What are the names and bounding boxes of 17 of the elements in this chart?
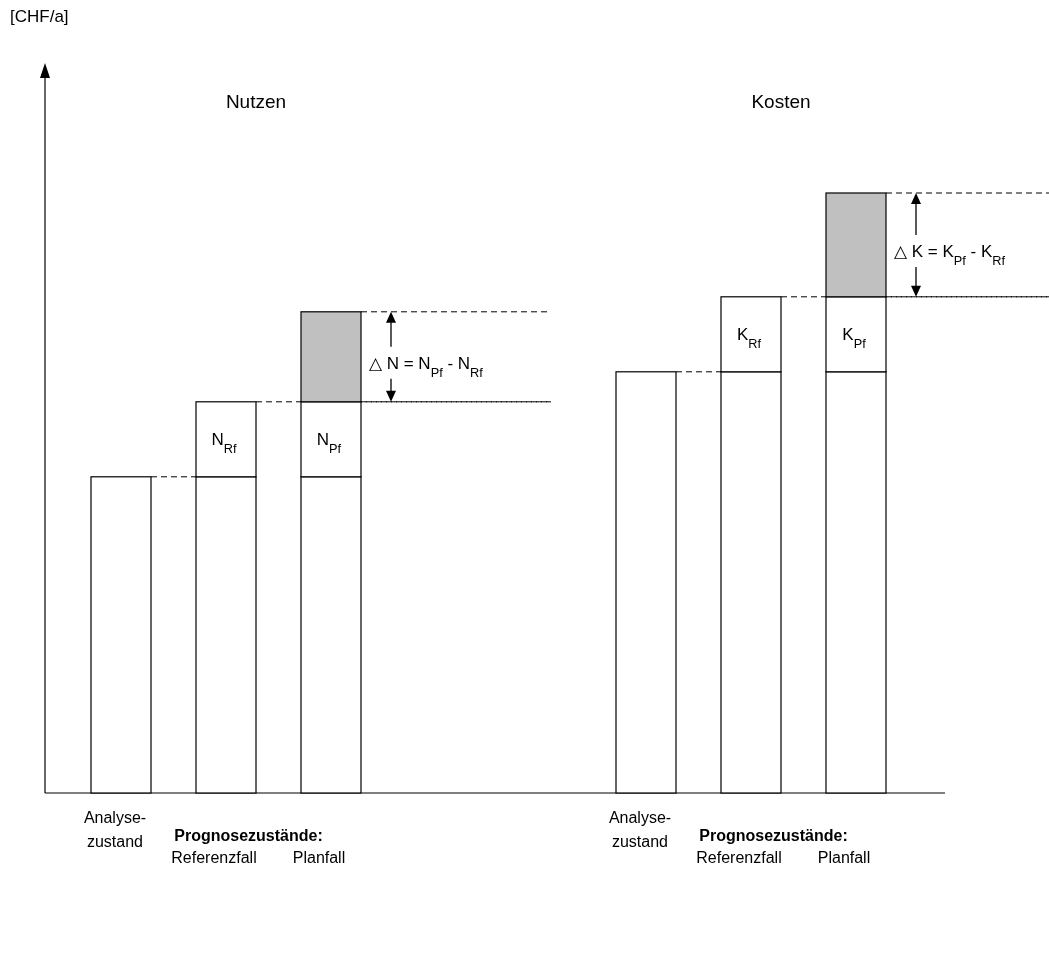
x-tick-label: Analyse- zustand bbox=[608, 809, 672, 850]
x-tick-label: Planfall bbox=[292, 849, 346, 866]
x-tick-label: Planfall bbox=[817, 849, 871, 866]
text: Prognosezustände: bbox=[174, 827, 323, 844]
x-tick-label: Referenzfall bbox=[696, 849, 782, 866]
text: Kosten bbox=[751, 91, 811, 112]
text: Nutzen bbox=[225, 91, 287, 112]
text: [CHF/a] bbox=[10, 7, 69, 26]
annotation: N$_{Rf}$ bbox=[211, 430, 237, 456]
annotation: N$_{Pf}$ bbox=[316, 430, 342, 456]
x-tick-label: Referenzfall bbox=[171, 849, 257, 866]
x-tick-label: Analyse- zustand bbox=[83, 809, 147, 850]
annotation: K$_{Rf}$ bbox=[736, 325, 762, 351]
annotation: △ K = K$_{Pf}$ - K$_{Rf}$ bbox=[894, 241, 1006, 268]
annotation: △ N = N$_{Pf}$ - N$_{Rf}$ bbox=[369, 353, 484, 380]
annotation: K$_{Pf}$ bbox=[842, 325, 867, 351]
text: Prognosezustände: bbox=[699, 827, 848, 844]
